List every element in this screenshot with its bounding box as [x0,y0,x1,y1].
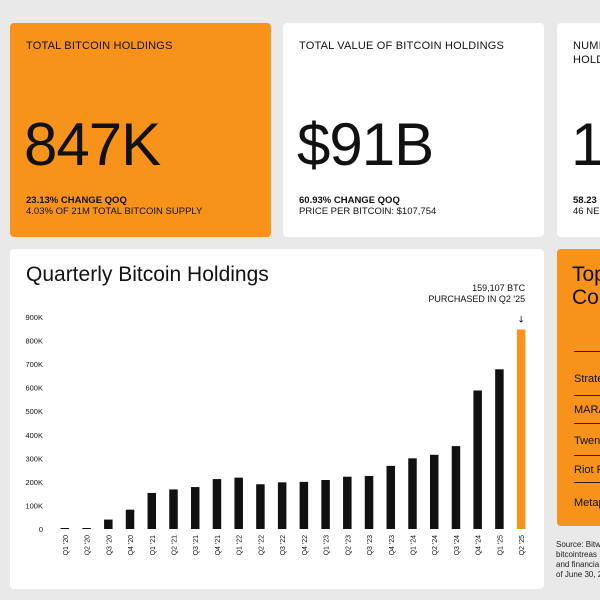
stat-card-total-holdings: TOTAL BITCOIN HOLDINGS 847K 23.13% CHANG… [10,23,271,237]
company-item: Strate [574,373,600,385]
stat-detail: 46 NE [573,206,600,217]
x-tick-label: Q1 '20 [63,535,70,556]
x-tick-label: Q2 '25 [519,535,526,556]
stat-value: $91B [297,111,434,178]
stat-value: 12 [571,111,600,178]
stat-change: 60.93% CHANGE QoQ [299,195,400,206]
bar [495,369,504,529]
chart-card: Quarterly Bitcoin Holdings 0 100K 200K 300K… [10,249,544,589]
y-tick-label: 100K [25,501,43,510]
company-item: Metap [574,497,600,509]
bar-chart: 0 100K 200K 300K 400K 500K 600K 700K 800K 900K Q1 … [25,283,526,556]
x-tick-label: Q4 '23 [389,535,396,556]
stat-label: TOTAL VALUE OF BITCOIN HOLDINGS [299,40,505,52]
bar [82,528,91,529]
stat-detail: 4.03% OF 21M TOTAL BITCOIN SUPPLY [26,206,203,217]
stat-label: TOTAL BITCOIN HOLDINGS [26,40,173,52]
y-tick-label: 600K [25,384,43,393]
divider [574,482,600,483]
stat-change: 58.23 [573,195,597,206]
x-tick-label: Q3 '22 [280,535,287,556]
y-tick-label: 300K [25,454,43,463]
bar [190,487,200,529]
divider [574,395,600,396]
x-tick-label: Q4 '24 [476,535,483,556]
bar [386,465,396,529]
bar [299,481,309,529]
bar [147,492,157,529]
stat-detail: PRICE PER BITCOIN: $107,754 [299,206,437,217]
x-tick-label: Q4 '20 [128,535,135,556]
divider [574,423,600,424]
bar [169,489,178,529]
bar [125,509,135,529]
x-tick-label: Q3 '23 [367,535,374,556]
x-tick-label: Q3 '20 [106,535,113,556]
x-tick-label: Q2 '23 [345,535,352,556]
company-item: Riot P [574,464,600,476]
source-line: bitcointreas [556,550,597,559]
chart-title: Quarterly Bitcoin Holdings [26,263,269,286]
bar [473,390,482,529]
bar [451,446,461,529]
y-tick-label: 200K [25,478,43,487]
bar [60,528,70,529]
stat-value: 847K [24,111,161,178]
top-companies-panel: Top Co Strate MARA Twen Riot P Metap [557,249,600,526]
bar [429,454,439,529]
x-tick-label: Q3 '21 [193,535,200,556]
source-line: and financia [556,560,600,569]
bar [321,480,330,529]
bar [212,479,222,529]
y-tick-label: 400K [25,431,43,440]
bar [343,476,352,529]
x-tick-label: Q1 '21 [150,535,157,556]
panel-title: Top Co [572,263,600,309]
x-tick-label: Q2 '21 [172,535,179,556]
bar [277,482,287,529]
x-tick-label: Q2 '22 [258,535,265,556]
annotation-value: 159,107 BTC [472,283,526,293]
bar [234,477,243,529]
annotation-arrow: ↓ [517,315,525,325]
company-item: Twen [574,435,600,447]
x-tick-label: Q3 '24 [454,535,461,556]
y-tick-label: 500K [25,407,43,416]
stat-label-line2: HOLD [573,54,600,66]
y-tick-label: 900K [25,313,43,322]
y-tick-label: 700K [25,360,43,369]
source-line: Source: Bitw [556,540,600,549]
y-tick-label: 0 [39,525,43,534]
stat-card-total-value: TOTAL VALUE OF BITCOIN HOLDINGS $91B 60.… [283,23,544,237]
stat-card-number-companies: NUMI HOLD 12 58.23 46 NE [557,23,600,237]
x-tick-label: Q1 '23 [324,535,331,556]
y-tick-label: 800K [25,337,43,346]
x-tick-label: Q2 '24 [432,535,439,556]
source-line: of June 30, 2 [556,570,600,579]
x-tick-label: Q4 '21 [215,535,222,556]
divider [574,351,600,352]
x-tick-label: Q2 '20 [85,535,92,556]
panel-title-line1: Top [572,263,600,286]
bar [256,484,265,529]
stat-change: 23.13% CHANGE QoQ [26,195,127,206]
x-tick-label: Q1 '22 [237,535,244,556]
x-tick-label: Q4 '22 [302,535,309,556]
divider [574,455,600,456]
stat-label: NUMI [573,40,600,52]
bar [104,519,113,529]
x-tick-label: Q1 '24 [411,535,418,556]
source-note: Source: Bitw bitcointreas and financia o… [556,540,600,580]
x-tick-label: Q1 '25 [497,535,504,556]
annotation-label: PURCHASED IN Q2 '25 [428,294,525,304]
bar [364,476,374,529]
panel-title-line2: Co [572,286,599,309]
company-item: MARA [574,404,600,416]
bar [408,458,417,529]
bar [516,329,526,529]
